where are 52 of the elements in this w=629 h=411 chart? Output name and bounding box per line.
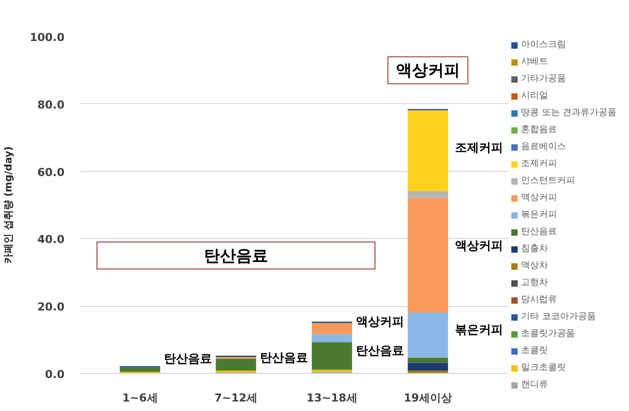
annotation: 조제커피 — [454, 140, 503, 155]
bar — [120, 367, 160, 372]
legend-label: 조제커피 — [521, 158, 557, 170]
annotation: 탄산음료 — [260, 350, 308, 364]
x-tick-label: 7~12세 — [214, 392, 258, 404]
annotation: 액상커피 — [356, 314, 404, 328]
legend-label: 음료베이스 — [521, 141, 566, 153]
y-tick-label: 60.0 — [37, 166, 65, 179]
y-tick-label: 100.0 — [30, 31, 65, 44]
legend-label: 기타가공품 — [521, 73, 566, 85]
legend-label: 기타 코코아가공품 — [521, 311, 596, 323]
bar — [216, 358, 256, 370]
bar — [408, 191, 448, 198]
legend-label: 밀크초콜릿 — [521, 362, 566, 374]
bar — [408, 362, 448, 371]
x-tick-label: 1~6세 — [122, 392, 158, 404]
legend-label: 인스턴트커피 — [521, 175, 575, 187]
legend-label: 샤베트 — [521, 56, 548, 68]
bar — [312, 322, 352, 334]
legend-label: 탄산음료 — [521, 226, 557, 238]
legend-label: 볶은커피 — [521, 209, 557, 221]
bar — [408, 358, 448, 363]
bar — [408, 198, 448, 313]
y-axis-title: 카페인 섭취량 (mg/day) — [4, 146, 15, 264]
annotation: 액상커피 — [396, 60, 460, 80]
legend-label: 액상커피 — [521, 192, 557, 204]
y-tick-label: 20.0 — [37, 300, 65, 314]
bar — [312, 334, 352, 342]
annotation: 탄산음료 — [164, 351, 212, 366]
annotation: 탄산음료 — [356, 344, 404, 358]
annotation: 액상커피 — [454, 238, 503, 252]
legend-label: 아이스크림 — [521, 39, 566, 51]
bar — [312, 342, 352, 370]
annotation: 탄산음료 — [204, 246, 268, 266]
legend-label: 땅콩 또는 견과류가공품 — [521, 107, 617, 119]
annotation: 볶은커피 — [454, 322, 503, 337]
bar — [408, 110, 448, 192]
legend-label: 캔디류 — [521, 379, 548, 391]
x-tick-label: 13~18세 — [306, 392, 358, 404]
legend-label: 혼합음료 — [521, 124, 557, 136]
y-tick-label: 0.0 — [45, 368, 65, 381]
legend-label: 당시럽류 — [521, 294, 557, 306]
y-tick-label: 40.0 — [37, 233, 65, 246]
legend-label: 초콜릿 — [521, 345, 548, 357]
legend-label: 액상차 — [521, 260, 548, 272]
legend-label: 시리얼 — [521, 90, 548, 102]
y-tick-label: 80.0 — [37, 98, 65, 112]
legend-label: 고형차 — [521, 277, 548, 289]
bar — [408, 312, 448, 358]
x-tick-label: 19세이상 — [404, 392, 452, 404]
legend-label: 초콜릿가공품 — [521, 328, 575, 340]
legend-label: 침출차 — [521, 243, 548, 255]
